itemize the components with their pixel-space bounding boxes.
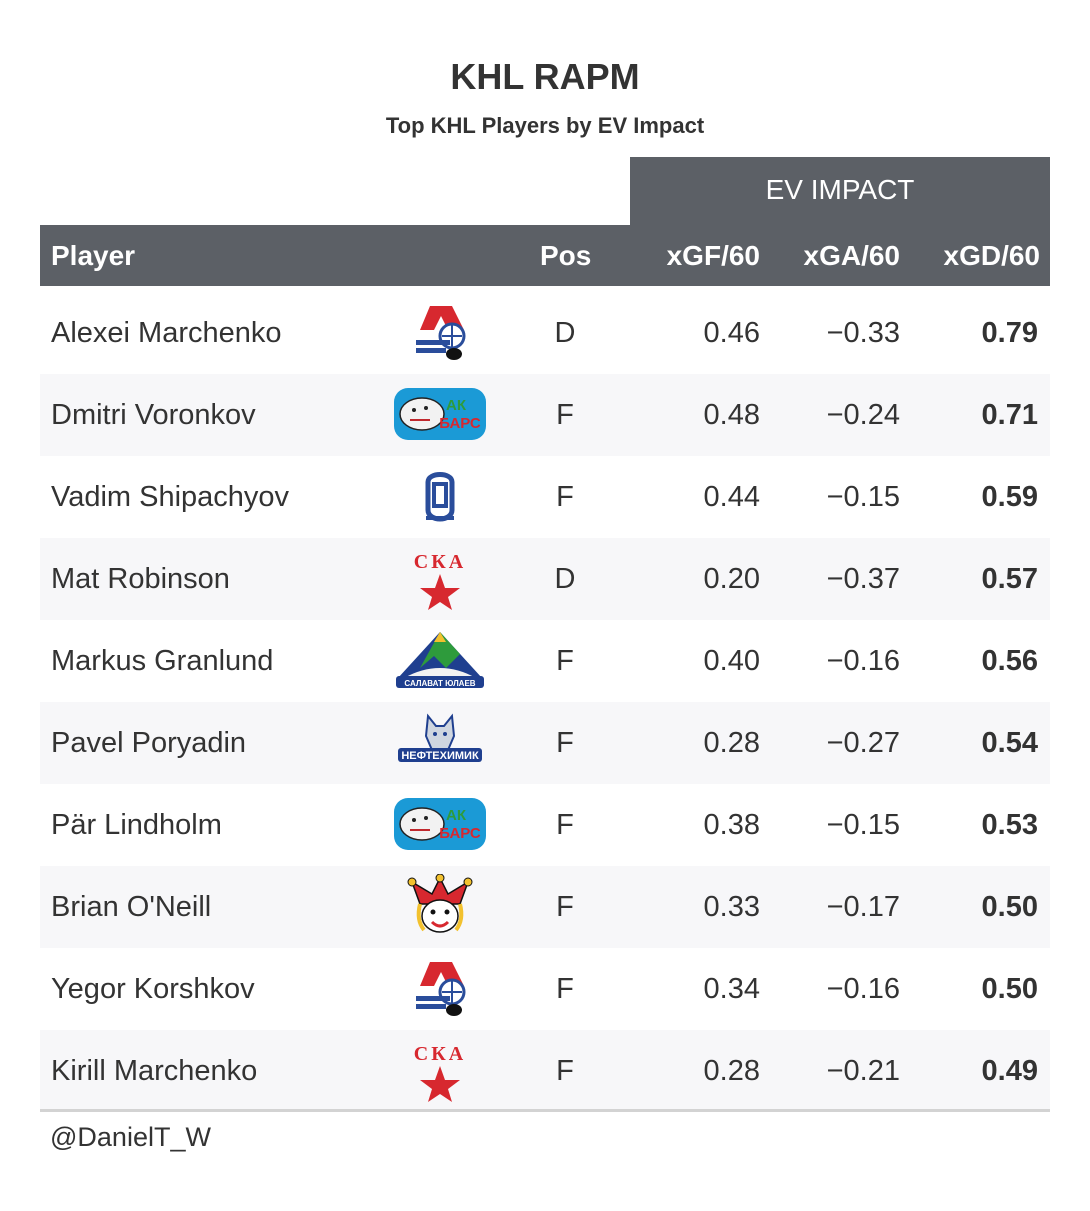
xgf-value: 0.46 — [703, 317, 760, 349]
source-credit: @DanielT_W — [50, 1122, 211, 1152]
ska-logo: СКА — [390, 546, 490, 612]
player-name: Kirill Marchenko — [51, 1055, 258, 1087]
svg-text:АК: АК — [446, 807, 467, 824]
xgf-value: 0.48 — [703, 399, 760, 431]
position: F — [556, 399, 574, 431]
xgf-value: 0.40 — [703, 645, 760, 677]
xgd-value: 0.79 — [981, 317, 1038, 349]
position: F — [556, 481, 574, 513]
svg-text:СКА: СКА — [414, 551, 466, 573]
xga-value: −0.33 — [826, 317, 900, 349]
svg-text:НЕФТЕХИМИК: НЕФТЕХИМИК — [401, 750, 479, 762]
ak-bars-logo: АК БАРС — [390, 792, 490, 858]
xgf-value: 0.44 — [703, 481, 760, 513]
xga-value: −0.15 — [826, 481, 900, 513]
table-row: Alexei Marchenko D 0.46 −0.33 0.79 — [40, 292, 1050, 374]
xgd-value: 0.71 — [981, 399, 1038, 431]
xga-value: −0.21 — [826, 1055, 900, 1087]
xgf-value: 0.34 — [703, 973, 760, 1005]
xgd-value: 0.50 — [981, 973, 1038, 1005]
ev-impact-spanner: EV IMPACT — [630, 157, 1050, 225]
xga-value: −0.17 — [826, 891, 900, 923]
xgf-value: 0.28 — [703, 1055, 760, 1087]
player-name: Mat Robinson — [51, 563, 230, 595]
xgf-value: 0.38 — [703, 809, 760, 841]
svg-text:САЛАВАТ ЮЛАЕВ: САЛАВАТ ЮЛАЕВ — [404, 679, 475, 688]
xga-value: −0.15 — [826, 809, 900, 841]
xga-value: −0.37 — [826, 563, 900, 595]
table-row: Vadim Shipachyov F 0.44 −0.15 0.59 — [40, 456, 1050, 538]
player-name: Alexei Marchenko — [51, 317, 282, 349]
table-row: Dmitri Voronkov АК БАРС F 0.48 −0.24 0.71 — [40, 374, 1050, 456]
position: F — [556, 645, 574, 677]
xgf-value: 0.33 — [703, 891, 760, 923]
svg-text:АК: АК — [446, 397, 467, 414]
chart-subtitle: Top KHL Players by EV Impact — [385, 113, 705, 138]
table-body: Alexei Marchenko D 0.46 −0.33 0.79 Dmitri Vor… — [40, 292, 1050, 1112]
player-name: Dmitri Voronkov — [51, 399, 256, 431]
jokerit-logo — [390, 873, 490, 940]
xga-value: −0.27 — [826, 727, 900, 759]
ak-bars-logo: АК БАРС — [390, 382, 490, 448]
xga-value: −0.24 — [826, 399, 900, 431]
xgd-value: 0.54 — [981, 727, 1038, 759]
table-row: Markus Granlund САЛАВАТ ЮЛАЕВ F 0.40 −0.16 0.… — [40, 620, 1050, 702]
column-header-xgd: xGD/60 — [943, 240, 1041, 271]
svg-text:БАРС: БАРС — [439, 415, 481, 432]
player-name: Vadim Shipachyov — [51, 481, 290, 513]
ska-logo: СКА — [390, 1038, 490, 1104]
position: F — [556, 891, 574, 923]
xga-value: −0.16 — [826, 973, 900, 1005]
chart-title: KHL RAPM — [450, 56, 640, 97]
table-row: Kirill Marchenko СКА F 0.28 −0.21 0.49 — [40, 1030, 1050, 1112]
xgd-value: 0.56 — [981, 645, 1038, 677]
table-header: Player Pos xGF/60 xGA/60 xGD/60 — [40, 225, 1050, 286]
salavat-yulaev-logo: САЛАВАТ ЮЛАЕВ — [390, 628, 490, 694]
lokomotiv-logo — [390, 300, 490, 366]
table-row: Mat Robinson СКА D 0.20 −0.37 0.57 — [40, 538, 1050, 620]
neftekhimik-logo: НЕФТЕХИМИК — [390, 710, 490, 776]
dynamo-logo — [390, 464, 490, 530]
player-name: Pär Lindholm — [51, 809, 222, 841]
position: D — [554, 563, 576, 595]
table-row: Pär Lindholm АК БАРС F 0.38 −0.15 0.53 — [40, 784, 1050, 866]
xga-value: −0.16 — [826, 645, 900, 677]
position: F — [556, 973, 574, 1005]
svg-text:СКА: СКА — [414, 1043, 466, 1065]
xgd-value: 0.59 — [981, 481, 1038, 513]
table-row: Brian O'Neill F 0.33 −0.17 0.50 — [40, 866, 1050, 948]
column-header-pos: Pos — [540, 240, 592, 271]
column-header-player: Player — [51, 240, 136, 271]
player-name: Pavel Poryadin — [51, 727, 247, 759]
player-name: Yegor Korshkov — [51, 973, 255, 1005]
column-header-xgf: xGF/60 — [666, 240, 760, 271]
position: F — [556, 1055, 574, 1087]
xgf-value: 0.20 — [703, 563, 760, 595]
table-row: Yegor Korshkov F 0.34 −0.16 0.50 — [40, 948, 1050, 1030]
lokomotiv-logo — [390, 956, 490, 1022]
player-name: Brian O'Neill — [51, 891, 212, 923]
xgd-value: 0.49 — [981, 1055, 1038, 1087]
position: F — [556, 809, 574, 841]
xgd-value: 0.57 — [981, 563, 1038, 595]
svg-text:БАРС: БАРС — [439, 825, 481, 842]
xgd-value: 0.53 — [981, 809, 1038, 841]
table-row: Pavel Poryadin НЕФТЕХИМИК F 0.28 −0.27 0.54 — [40, 702, 1050, 784]
xgd-value: 0.50 — [981, 891, 1038, 923]
table-bottom-rule — [40, 1109, 1050, 1112]
position: F — [556, 727, 574, 759]
xgf-value: 0.28 — [703, 727, 760, 759]
player-name: Markus Granlund — [51, 645, 274, 677]
position: D — [554, 317, 576, 349]
column-header-xga: xGA/60 — [803, 240, 901, 271]
